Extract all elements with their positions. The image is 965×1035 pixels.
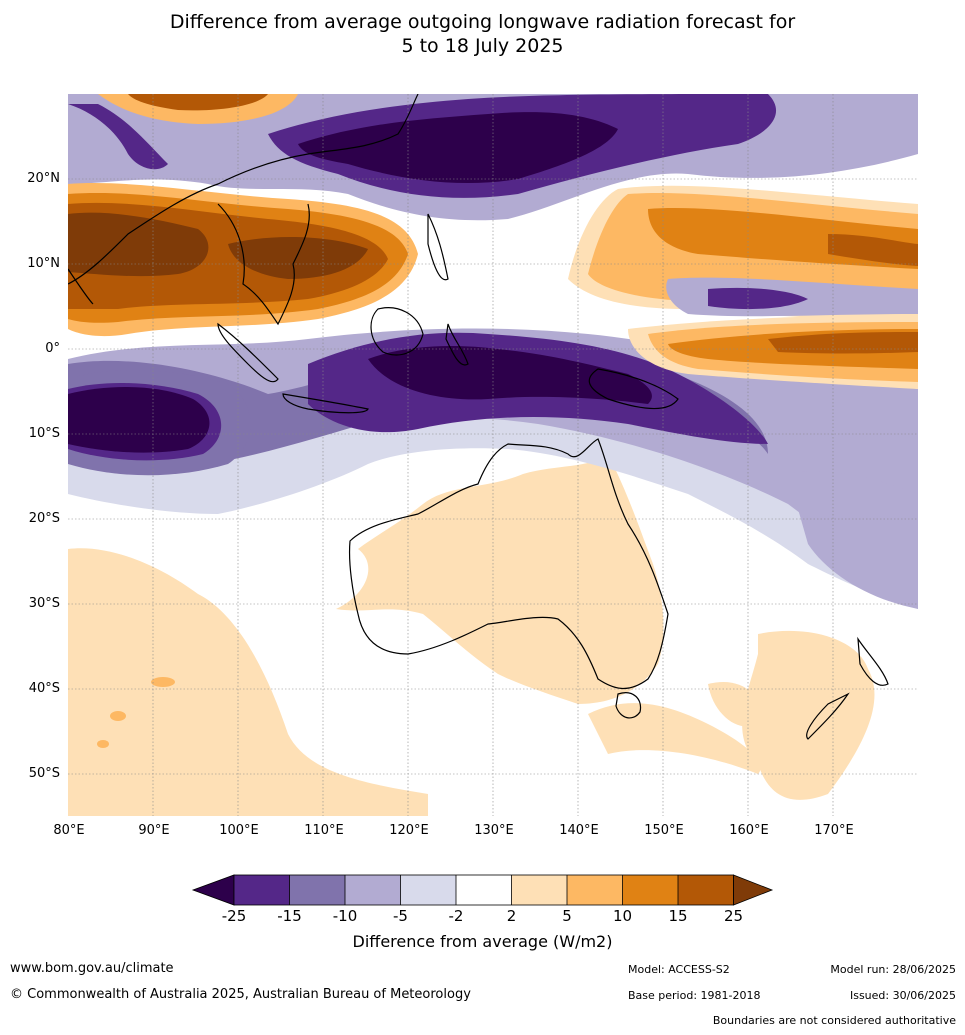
- title-line-1: Difference from average outgoing longwav…: [169, 11, 796, 33]
- base-period: Base period: 1981-2018: [628, 989, 761, 1002]
- lon-tick-110e: 110°E: [304, 823, 344, 838]
- borneo-coastline: [370, 307, 424, 356]
- new-guinea-coastline: [588, 368, 679, 410]
- model-name: Model: ACCESS-S2: [628, 963, 730, 976]
- northern-purple-darkest: [298, 112, 618, 184]
- lat-tick-20n: 20°N: [27, 171, 60, 186]
- model-run-date: Model run: 28/06/2025: [830, 963, 956, 976]
- lat-tick-0: 0°: [45, 341, 60, 356]
- australia-positive-anomaly: [336, 454, 664, 704]
- colorbar-swatch-neg15-neg10: [289, 875, 345, 905]
- colorbar-label-15: 15: [668, 907, 688, 925]
- equatorial-pacific-brown: [768, 332, 918, 354]
- philippines-coastline: [427, 213, 449, 281]
- lon-tick-160e: 160°E: [729, 823, 769, 838]
- colorbar-swatch-15-25: [678, 875, 734, 905]
- lat-tick-10n: 10°N: [27, 256, 60, 271]
- issued-date: Issued: 30/06/2025: [849, 989, 956, 1002]
- australia-coastline: [348, 438, 669, 689]
- lat-tick-40s: 40°S: [28, 681, 60, 696]
- asia-darkest-brown: [68, 212, 368, 279]
- northwest-purple: [68, 104, 168, 170]
- pacific-brown: [828, 234, 918, 266]
- lat-tick-20s: 20°S: [28, 511, 60, 526]
- colorbar-below-arrow: [191, 874, 235, 906]
- java-coastline: [282, 393, 369, 414]
- lon-tick-130e: 130°E: [474, 823, 514, 838]
- lon-tick-140e: 140°E: [559, 823, 599, 838]
- colorbar: [191, 874, 774, 906]
- copyright-notice: © Commonwealth of Australia 2025, Austra…: [10, 987, 471, 1002]
- tasman-purple: [788, 471, 918, 609]
- southern-positive-anomaly: [68, 548, 875, 816]
- lon-tick-170e: 170°E: [814, 823, 854, 838]
- mainland-asia-coastline: [68, 94, 419, 285]
- colorbar-label-neg15: -15: [277, 907, 302, 925]
- colorbar-swatch-neg5-neg2: [400, 875, 456, 905]
- colorbar-label-neg25: -25: [221, 907, 247, 925]
- lat-tick-50s: 50°S: [28, 766, 60, 781]
- sumatra-coastline: [217, 322, 279, 383]
- colorbar-label-2: 2: [506, 907, 517, 925]
- new-zealand-coastline: [806, 636, 889, 740]
- lat-tick-30s: 30°S: [28, 596, 60, 611]
- colorbar-swatch-5-10: [567, 875, 623, 905]
- indian-ocean-darkest: [68, 387, 210, 453]
- lat-tick-10s: 10°S: [28, 426, 60, 441]
- colorbar-label-25: 25: [723, 907, 744, 925]
- india-coastline: [68, 268, 94, 305]
- olr-anomaly-map: [68, 94, 918, 816]
- colorbar-label-10: 10: [612, 907, 633, 925]
- colorbar-swatch-neg10-neg5: [345, 875, 401, 905]
- lon-tick-90e: 90°E: [138, 823, 170, 838]
- deepest-purple-maritime: [368, 346, 652, 404]
- colorbar-label-neg2: -2: [448, 907, 464, 925]
- colorbar-swatch-neg25-neg15: [234, 875, 290, 905]
- map-title: Difference from average outgoing longwav…: [0, 10, 965, 58]
- lon-tick-100e: 100°E: [219, 823, 259, 838]
- colorbar-above-arrow: [733, 874, 774, 906]
- colorbar-title: Difference from average (W/m2): [352, 932, 613, 951]
- title-line-2: 5 to 18 July 2025: [401, 35, 564, 57]
- lon-tick-120e: 120°E: [389, 823, 429, 838]
- colorbar-swatch-neg2-2: [456, 875, 512, 905]
- colorbar-label-5: 5: [562, 907, 572, 925]
- colorbar-swatch-10-15: [622, 875, 678, 905]
- coastlines: [68, 94, 889, 740]
- colorbar-label-neg10: -10: [332, 907, 358, 925]
- sulawesi-coastline: [445, 323, 469, 366]
- top-brown-strip: [128, 94, 268, 111]
- indochina-coastline: [217, 203, 310, 326]
- boundaries-note: Boundaries are not considered authoritat…: [712, 1014, 956, 1027]
- lon-tick-80e: 80°E: [53, 823, 85, 838]
- pacific-purple-mid-dark: [708, 287, 808, 310]
- tasmania-coastline: [615, 692, 642, 719]
- colorbar-swatch-2-5: [511, 875, 567, 905]
- lon-tick-150e: 150°E: [644, 823, 684, 838]
- graticule: [68, 94, 918, 816]
- colorbar-label-neg5: -5: [393, 907, 408, 925]
- southern-orange-specks: [97, 677, 175, 748]
- website-link[interactable]: www.bom.gov.au/climate: [10, 961, 174, 976]
